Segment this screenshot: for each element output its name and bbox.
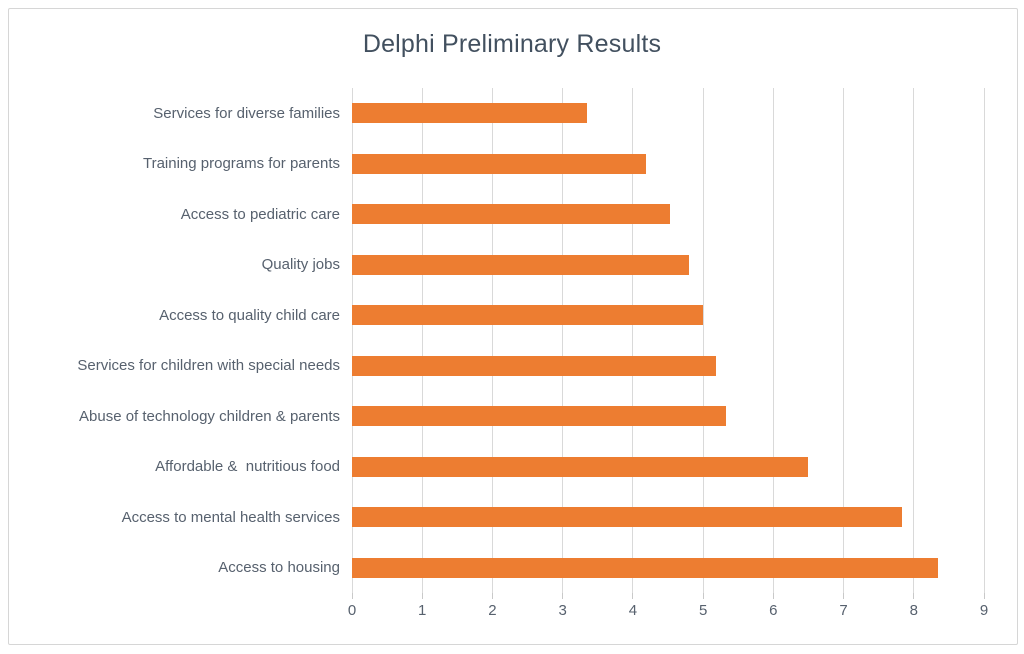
bar-row: [352, 189, 984, 240]
bar-row: [352, 442, 984, 493]
value-axis-tick-label: 8: [909, 602, 918, 619]
bar-row: [352, 341, 984, 392]
category-label: Access to mental health services: [121, 508, 340, 526]
bar: [352, 355, 716, 376]
bar-row: [352, 391, 984, 442]
category-label: Access to housing: [218, 559, 340, 577]
value-axis-tick-label: 7: [839, 602, 848, 619]
bar: [352, 406, 727, 427]
bar: [352, 507, 902, 528]
axis-tick-mark: [351, 593, 353, 599]
value-axis-tick-label: 6: [769, 602, 778, 619]
bar-row: [352, 88, 984, 139]
axis-tick-mark: [913, 593, 915, 599]
value-axis: 0 1 2 3 4 5 6 7 8 9: [348, 602, 988, 622]
axis-tick-mark: [843, 593, 845, 599]
bar-rows: [352, 88, 984, 593]
plot-area: [351, 88, 985, 599]
category-label: Services for diverse families: [153, 104, 340, 122]
axis-tick-mark: [491, 593, 493, 599]
gridline: [702, 88, 704, 593]
chart-title: Delphi Preliminary Results: [362, 30, 662, 58]
value-axis-tick-label: 1: [418, 602, 427, 619]
bar: [352, 103, 588, 124]
value-axis-tick-label: 2: [488, 602, 497, 619]
bar-row: [352, 543, 984, 594]
gridline: [913, 88, 915, 593]
axis-tick-mark: [702, 593, 704, 599]
bar-row: [352, 139, 984, 190]
bar-row: [352, 290, 984, 341]
gridline: [421, 88, 423, 593]
value-axis-tick-label: 4: [628, 602, 638, 619]
gridline: [772, 88, 774, 593]
gridline: [351, 88, 353, 593]
category-label: Abuse of technology children & parents: [79, 407, 340, 425]
value-axis-tick-label: 3: [558, 602, 567, 619]
axis-tick-mark: [983, 593, 985, 599]
bar-row: [352, 240, 984, 291]
axis-tick-mark: [772, 593, 774, 599]
bar: [352, 204, 671, 225]
gridline: [562, 88, 564, 593]
bar: [352, 305, 704, 326]
bar-row: [352, 492, 984, 543]
value-axis-tick-label: 0: [347, 602, 357, 619]
bar: [352, 456, 809, 477]
value-axis-tick-label: 9: [979, 602, 989, 619]
axis-tick-mark: [421, 593, 423, 599]
axis-tick-mark: [632, 593, 634, 599]
value-axis-tick-label: 5: [698, 602, 708, 619]
category-label: Affordable & nutritious food: [155, 458, 340, 476]
category-label: Quality jobs: [261, 256, 340, 274]
gridline: [983, 88, 985, 593]
bar: [352, 153, 646, 174]
gridline: [632, 88, 634, 593]
axis-tick-mark: [562, 593, 564, 599]
category-label: Services for children with special needs: [77, 357, 340, 375]
gridline: [843, 88, 845, 593]
category-label: Access to quality child care: [159, 306, 340, 324]
bar: [352, 254, 690, 275]
gridline: [491, 88, 493, 593]
category-label: Training programs for parents: [142, 155, 340, 173]
bar: [352, 557, 939, 578]
category-label: Access to pediatric care: [180, 205, 340, 223]
category-axis-labels: Services for diverse families Training pr…: [0, 88, 340, 593]
